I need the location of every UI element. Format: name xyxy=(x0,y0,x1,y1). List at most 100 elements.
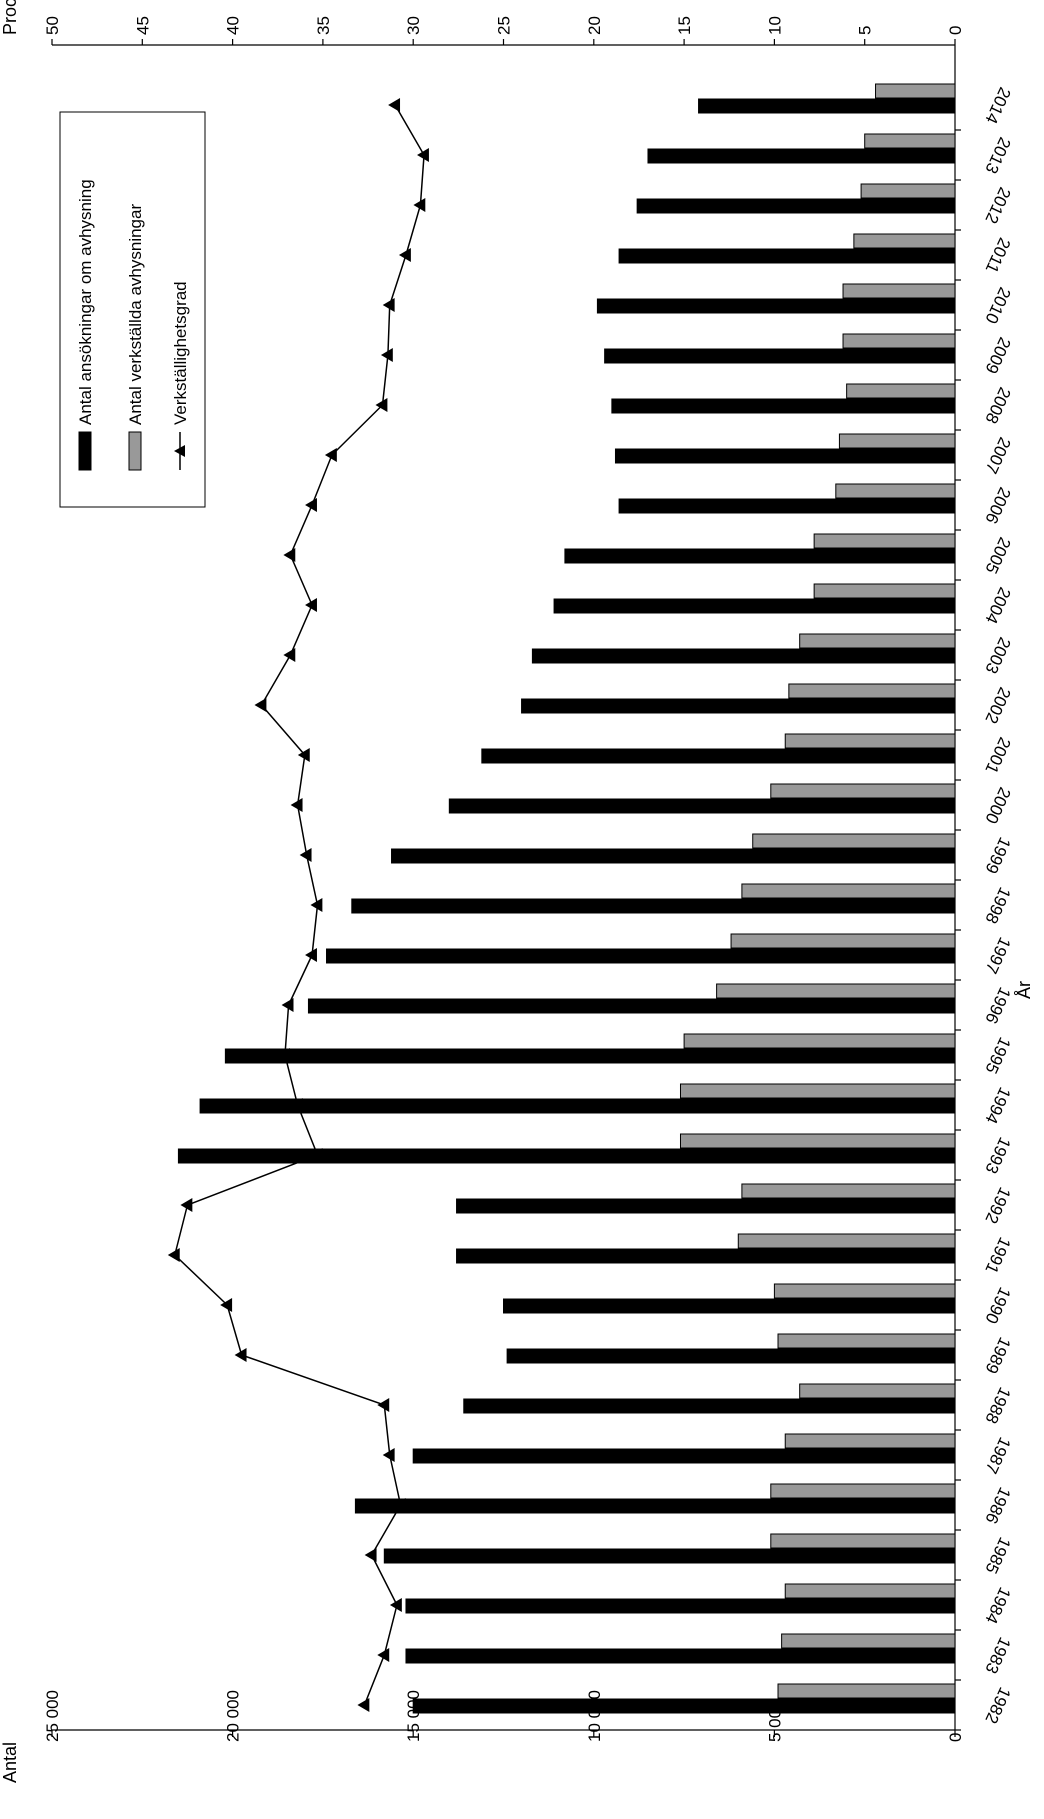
bar-ansokningar xyxy=(531,648,956,664)
verkstallighetsgrad-marker xyxy=(180,1198,193,1212)
right-axis-tick-label: 30 xyxy=(404,16,423,35)
left-axis-tick-label: 10 000 xyxy=(585,1690,604,1742)
bar-ansokningar xyxy=(448,798,956,814)
category-label: 1987 xyxy=(981,1434,1014,1476)
verkstallighetsgrad-marker xyxy=(220,1298,233,1312)
bar-verkstallda xyxy=(813,583,956,599)
bar-verkstallda xyxy=(679,1083,956,1099)
bar-verkstallda xyxy=(784,1583,956,1599)
bar-ansokningar xyxy=(412,1698,956,1714)
category-label: 1989 xyxy=(981,1334,1014,1376)
bar-ansokningar xyxy=(604,348,956,364)
bar-verkstallda xyxy=(835,483,956,499)
left-axis-tick-label: 15 000 xyxy=(404,1690,423,1742)
verkstallighetsgrad-marker xyxy=(382,298,395,312)
bar-ansokningar xyxy=(647,148,956,164)
bar-verkstallda xyxy=(770,1533,956,1549)
legend: Antal ansökningar om avhysning Antal verk… xyxy=(59,111,206,508)
right-axis-tick-label: 40 xyxy=(224,16,243,35)
bar-verkstallda xyxy=(788,683,956,699)
bar-ansokningar xyxy=(618,248,956,264)
bar-verkstallda xyxy=(813,533,956,549)
verkstallighetsgrad-marker xyxy=(398,248,411,262)
category-label: 1988 xyxy=(981,1384,1014,1426)
bar-ansokningar xyxy=(503,1298,956,1314)
category-label: 2009 xyxy=(981,334,1014,376)
category-label: 1994 xyxy=(981,1084,1014,1126)
bar-verkstallda xyxy=(799,1383,956,1399)
verkstallighetsgrad-marker xyxy=(375,398,388,412)
legend-swatch xyxy=(78,431,92,471)
bar-verkstallda xyxy=(716,983,956,999)
bar-verkstallda xyxy=(730,933,956,949)
bar-verkstallda xyxy=(853,233,956,249)
right-axis-tick-label: 35 xyxy=(314,16,333,35)
bar-verkstallda xyxy=(683,1033,956,1049)
verkstallighetsgrad-marker xyxy=(377,1648,390,1662)
bar-verkstallda xyxy=(752,833,956,849)
bar-ansokningar xyxy=(564,548,956,564)
bar-ansokningar xyxy=(456,1198,956,1214)
category-label: 1990 xyxy=(981,1284,1014,1326)
bar-verkstallda xyxy=(737,1233,956,1249)
category-label: 2006 xyxy=(981,484,1014,526)
legend-swatch xyxy=(128,431,142,471)
bar-ansokningar xyxy=(596,298,956,314)
bar-ansokningar xyxy=(618,498,956,514)
bar-verkstallda xyxy=(860,183,956,199)
category-label: 1991 xyxy=(981,1234,1014,1276)
right-axis-tick-label: 50 xyxy=(43,16,62,35)
bar-ansokningar xyxy=(383,1548,956,1564)
right-axis-tick-label: 10 xyxy=(765,16,784,35)
bar-verkstallda xyxy=(838,433,956,449)
bar-ansokningar xyxy=(463,1398,956,1414)
verkstallighetsgrad-marker xyxy=(380,348,393,362)
left-axis-tick-label: 25 000 xyxy=(43,1690,62,1742)
legend-label: Verkställighetsgrad xyxy=(171,281,190,425)
verkstallighetsgrad-marker xyxy=(290,798,303,812)
category-label: 2004 xyxy=(981,584,1014,626)
verkstallighetsgrad-marker xyxy=(234,1348,247,1362)
verkstallighetsgrad-marker xyxy=(417,148,429,162)
legend-label: Antal verkställda avhysningar xyxy=(126,204,145,425)
bar-ansokningar xyxy=(391,848,956,864)
category-label: 2005 xyxy=(981,534,1014,576)
category-label: 1999 xyxy=(981,834,1014,876)
category-label: 1993 xyxy=(981,1134,1014,1176)
left-axis-tick-label: 0 xyxy=(946,1733,965,1742)
category-label: 2001 xyxy=(981,734,1014,776)
verkstallighetsgrad-marker xyxy=(310,898,323,912)
category-label: 2000 xyxy=(981,784,1014,826)
bar-verkstallda xyxy=(784,733,956,749)
category-label: 1982 xyxy=(981,1684,1014,1726)
bar-verkstallda xyxy=(842,283,956,299)
verkstallighetsgrad-marker xyxy=(305,498,317,512)
bar-ansokningar xyxy=(698,98,956,114)
category-label: 2011 xyxy=(982,235,1015,276)
bar-verkstallda xyxy=(799,633,956,649)
verkstallighetsgrad-marker xyxy=(310,1148,323,1162)
left-axis-tick-label: 20 000 xyxy=(224,1690,243,1742)
category-label: 2012 xyxy=(981,184,1014,226)
bar-verkstallda xyxy=(842,333,956,349)
right-axis-tick-label: 25 xyxy=(495,16,514,35)
bar-ansokningar xyxy=(224,1048,956,1064)
verkstallighetsgrad-marker xyxy=(167,1248,180,1262)
verkstallighetsgrad-marker xyxy=(382,1448,395,1462)
verkstallighetsgrad-marker xyxy=(281,998,294,1012)
category-label: 1997 xyxy=(981,934,1014,976)
bar-ansokningar xyxy=(405,1648,956,1664)
right-axis-tick-label: 5 xyxy=(856,26,875,35)
bar-ansokningar xyxy=(521,698,956,714)
right-axis-tick-label: 20 xyxy=(585,16,604,35)
category-label: 1995 xyxy=(981,1034,1014,1076)
bar-ansokningar xyxy=(354,1498,956,1514)
verkstallighetsgrad-marker xyxy=(388,98,401,112)
bar-verkstallda xyxy=(781,1633,956,1649)
bar-verkstallda xyxy=(773,1283,956,1299)
category-label: 1983 xyxy=(981,1634,1014,1676)
category-label: 2007 xyxy=(981,434,1014,476)
bar-ansokningar xyxy=(199,1098,956,1114)
verkstallighetsgrad-marker xyxy=(254,698,267,712)
